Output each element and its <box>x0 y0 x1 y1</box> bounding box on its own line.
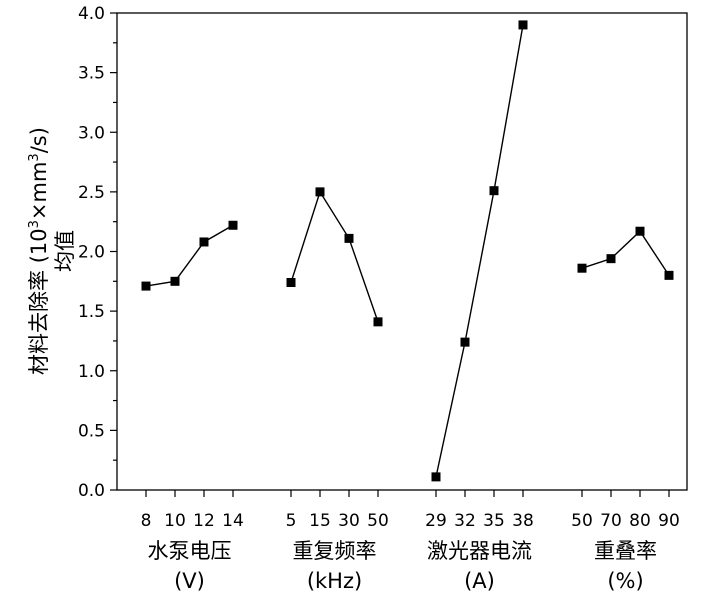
x-tick-label: 12 <box>193 511 215 531</box>
x-tick-label: 5 <box>286 511 297 531</box>
x-tick-label: 35 <box>483 511 505 531</box>
data-point <box>606 254 616 264</box>
data-point <box>431 472 441 482</box>
data-point <box>577 263 587 273</box>
data-point <box>635 226 645 236</box>
data-point <box>489 186 499 196</box>
y-tick-label: 1.5 <box>78 302 105 322</box>
x-tick-label: 50 <box>367 511 389 531</box>
series-line <box>145 224 234 287</box>
x-tick-label: 70 <box>600 511 622 531</box>
data-point <box>518 20 528 30</box>
data-point <box>344 233 354 243</box>
y-tick-label: 1.0 <box>78 362 105 382</box>
y-tick-label: 0.0 <box>78 481 105 501</box>
data-point <box>664 270 674 280</box>
group-title: 重叠率 <box>594 539 657 563</box>
series-layer <box>141 20 674 482</box>
data-point <box>170 276 180 286</box>
x-axis: 8 10 12 14 5 15 30 50 29 32 35 38 50 70 80 90 <box>141 490 680 531</box>
series-line <box>435 24 524 478</box>
x-tick-label: 29 <box>425 511 447 531</box>
x-tick-label: 32 <box>454 511 476 531</box>
data-point <box>460 337 470 347</box>
y-tick-label: 3.0 <box>78 123 105 143</box>
x-tick-label: 38 <box>512 511 534 531</box>
data-point <box>315 187 325 197</box>
y-tick-label: 2.5 <box>78 183 105 203</box>
x-tick-label: 30 <box>338 511 360 531</box>
y-axis: 0.0 0.5 1.0 1.5 2.0 2.5 3.0 3.5 4.0 <box>78 4 117 501</box>
x-tick-label: 50 <box>571 511 593 531</box>
y-tick-label: 0.5 <box>78 421 105 441</box>
group-unit: (A) <box>464 569 495 593</box>
data-point <box>286 278 296 288</box>
data-point <box>141 281 151 291</box>
y-tick-label: 2.0 <box>78 243 105 263</box>
series-line <box>581 230 670 276</box>
group-title: 激光器电流 <box>427 539 532 563</box>
data-point <box>228 220 238 230</box>
group-unit: (%) <box>607 569 643 593</box>
group-unit: (V) <box>174 569 205 593</box>
x-tick-label: 8 <box>141 511 152 531</box>
y-tick-label: 3.5 <box>78 64 105 84</box>
x-tick-label: 80 <box>629 511 651 531</box>
group-unit: (kHz) <box>307 569 362 593</box>
plot-frame <box>116 12 688 491</box>
group-labels: 水泵电压 (V) 重复频率 (kHz) 激光器电流 (A) 重叠率 (%) <box>148 539 658 593</box>
data-point <box>373 317 383 327</box>
series-line <box>290 190 379 323</box>
group-title: 重复频率 <box>293 539 377 563</box>
group-title: 水泵电压 <box>148 539 232 563</box>
x-tick-label: 10 <box>164 511 186 531</box>
x-tick-label: 90 <box>658 511 680 531</box>
y-axis-label: 材料去除率 (103×mm3/s) <box>27 127 51 375</box>
y-axis-label-line2: 均值 <box>53 230 77 272</box>
x-tick-label: 14 <box>222 511 244 531</box>
y-tick-label: 4.0 <box>78 4 105 24</box>
x-tick-label: 15 <box>309 511 331 531</box>
data-point <box>199 237 209 247</box>
